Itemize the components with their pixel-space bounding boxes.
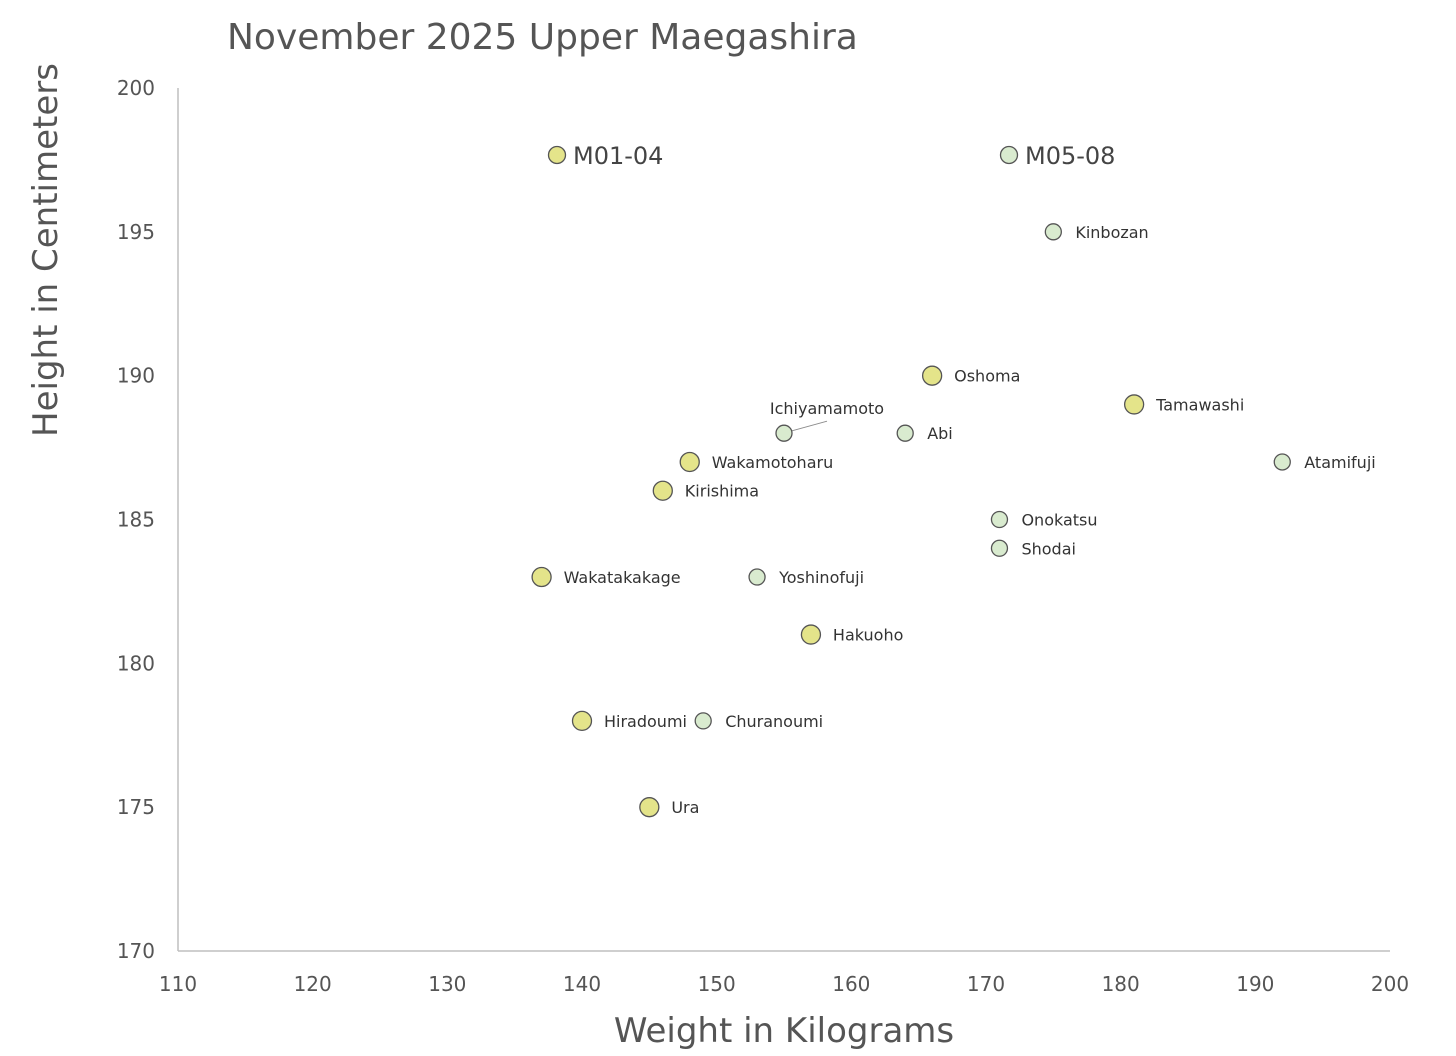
data-point: [571, 710, 593, 732]
y-tick-label: 195: [117, 220, 155, 244]
data-label: Churanoumi: [725, 712, 823, 731]
x-tick-label: 150: [698, 972, 736, 996]
legend-marker: [547, 145, 567, 165]
data-point: [800, 624, 822, 645]
x-tick-label: 190: [1236, 972, 1274, 996]
data-label: Atamifuji: [1304, 453, 1375, 472]
data-label: Shodai: [1021, 539, 1076, 558]
y-tick-label: 175: [117, 795, 155, 819]
data-label: Kirishima: [685, 482, 759, 501]
x-tick-label: 200: [1371, 972, 1409, 996]
x-tick-label: 120: [294, 972, 332, 996]
data-label: Hakuoho: [833, 626, 903, 645]
legend: M01-04 M05-08: [547, 142, 1115, 170]
data-point: [1044, 223, 1062, 241]
x-tick-label: 110: [159, 972, 197, 996]
y-tick-label: 185: [117, 508, 155, 532]
leader-lines: [786, 420, 828, 433]
x-tick-label: 130: [428, 972, 466, 996]
data-point: [1123, 394, 1145, 415]
legend-label: M01-04: [573, 142, 663, 170]
data-point: [639, 797, 660, 818]
chart-title: November 2025 Upper Maegashira: [227, 17, 858, 58]
data-point: [921, 365, 943, 386]
y-tick-label: 180: [117, 651, 155, 675]
data-label: Ura: [671, 798, 699, 817]
y-tick-label: 200: [117, 76, 155, 100]
y-tick-label: 170: [117, 939, 155, 963]
data-labels: Oshoma Tamawashi Wakamotoharu Kirishima Waka…: [564, 223, 1376, 817]
data-point: [990, 510, 1009, 529]
data-point: [531, 566, 552, 588]
x-tick-label: 160: [832, 972, 870, 996]
data-label: Abi: [927, 424, 953, 443]
data-point: [694, 712, 712, 730]
x-tick-label: 180: [1102, 972, 1140, 996]
data-label: Ichiyamamoto: [770, 399, 884, 418]
x-tick-label: 140: [563, 972, 601, 996]
data-label: Tamawashi: [1155, 395, 1244, 414]
data-label: Kinbozan: [1075, 223, 1148, 242]
data-points: [531, 223, 1291, 818]
data-label: Hiradoumi: [604, 712, 687, 731]
x-tick-labels: 110 120 130 140 150 160 170 180 190 200: [159, 972, 1409, 996]
y-tick-labels: 170 175 180 185 190 195 200: [117, 76, 155, 963]
data-point: [1273, 453, 1291, 471]
data-point: [679, 451, 700, 473]
y-tick-label: 190: [117, 364, 155, 388]
data-label: Oshoma: [954, 367, 1020, 386]
data-point: [990, 539, 1009, 557]
data-label: Wakamotoharu: [712, 453, 834, 472]
data-point: [775, 424, 793, 442]
data-point: [896, 424, 914, 442]
legend-label: M05-08: [1025, 142, 1115, 170]
data-label: Onokatsu: [1021, 511, 1097, 530]
leader-line: [786, 420, 828, 433]
data-point: [748, 568, 766, 586]
data-label: Yoshinofuji: [778, 568, 864, 587]
x-tick-label: 170: [967, 972, 1005, 996]
data-point: [652, 480, 673, 501]
y-axis-title: Height in Centimeters: [26, 63, 66, 437]
legend-marker: [999, 145, 1019, 165]
x-axis-title: Weight in Kilograms: [614, 1011, 954, 1051]
data-label: Wakatakakage: [564, 568, 681, 587]
